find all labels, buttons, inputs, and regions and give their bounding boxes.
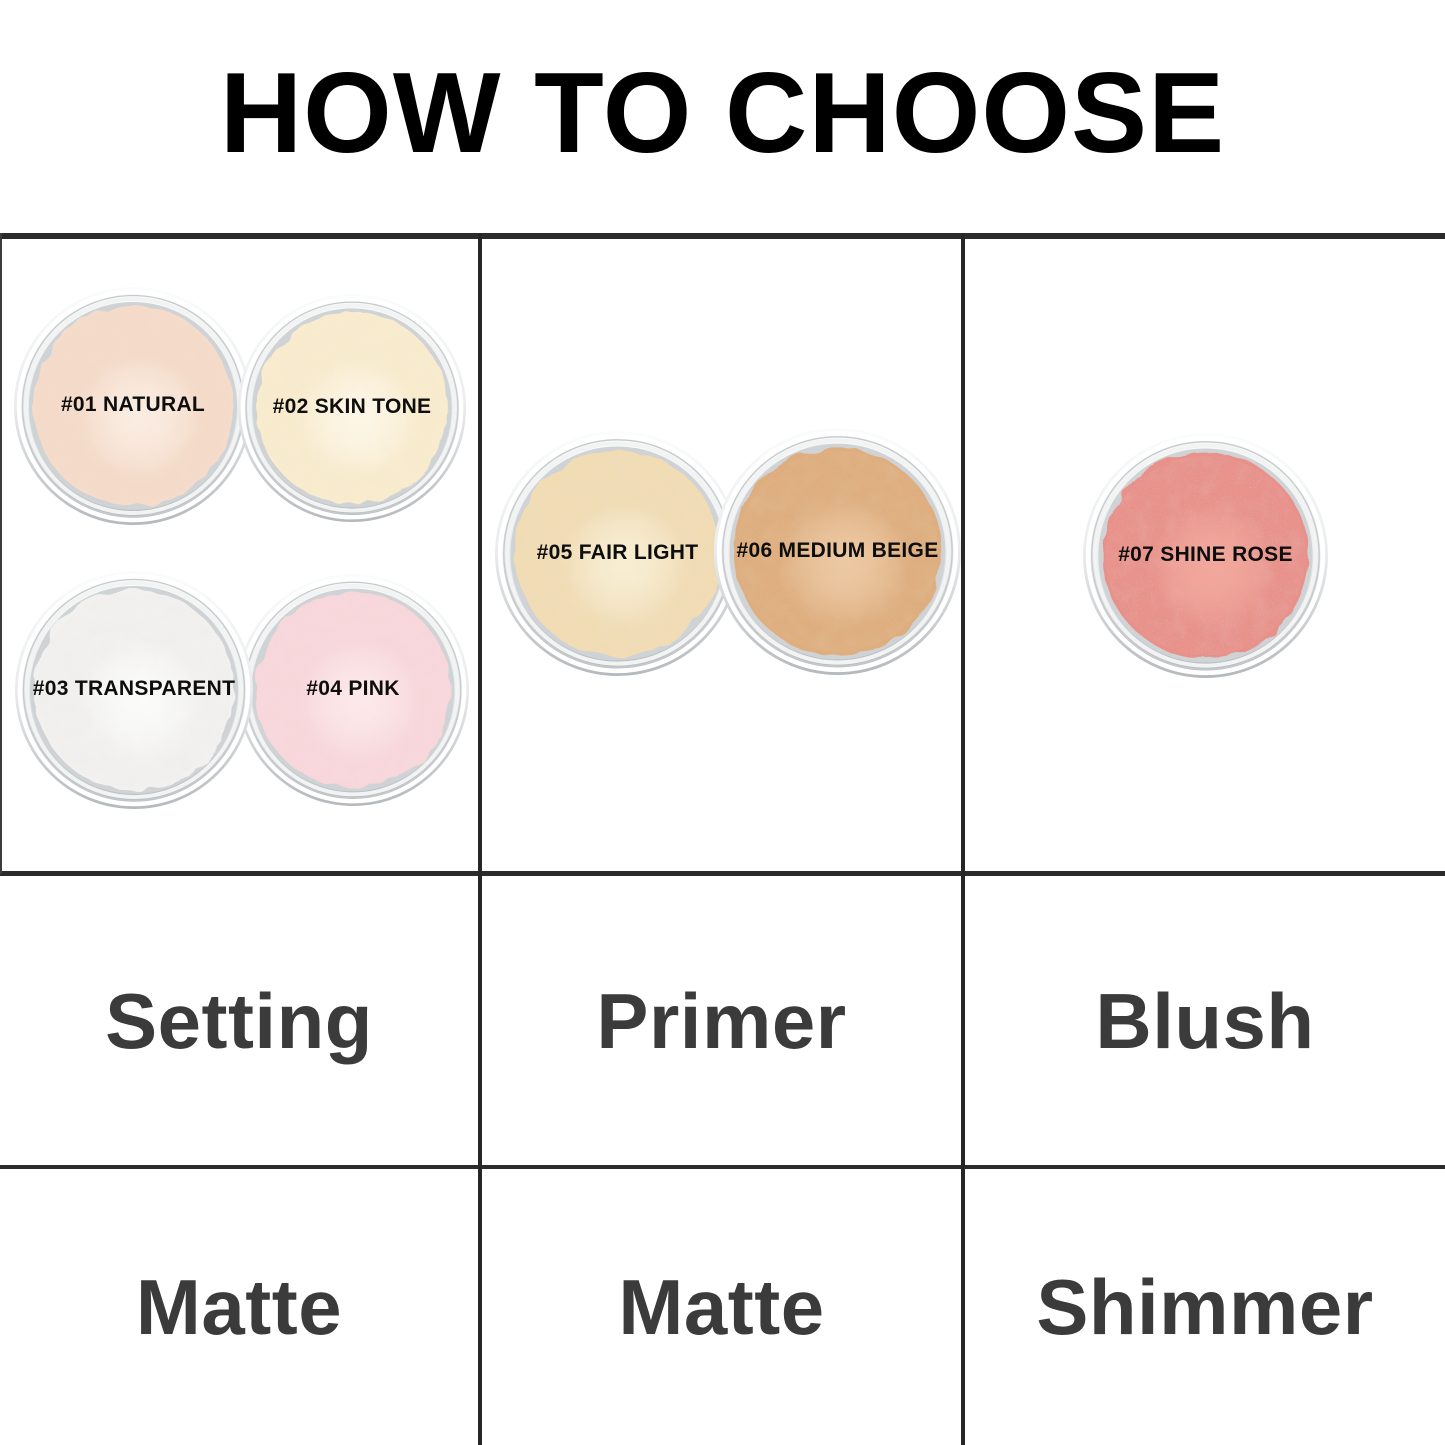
grid-line-horizontal-top	[0, 233, 1445, 239]
powder-jar-05-fair-light: #05 FAIR LIGHT	[494, 430, 741, 677]
shade-label-01: #01 NATURAL	[60, 393, 206, 416]
powder-jar-06-medium-beige: #06 MEDIUM BEIGE	[713, 427, 962, 676]
powder-jar-01-natural: #01 NATURAL	[13, 286, 253, 526]
shade-label-04: #04 PINK	[306, 677, 400, 700]
cell-use-blush: Blush	[1095, 976, 1315, 1065]
grid-line-vertical-1	[478, 233, 482, 1445]
shade-label-05: #05 FAIR LIGHT	[536, 540, 699, 564]
powder-jar-02-skin-tone: #02 SKIN TONE	[237, 293, 467, 523]
cell-finish-matte-2: Matte	[618, 1262, 825, 1351]
cell-use-setting: Setting	[105, 976, 373, 1065]
shade-label-07: #07 SHINE ROSE	[1118, 542, 1293, 566]
grid-line-left-edge	[0, 233, 2, 874]
grid-line-horizontal-bottom	[0, 1165, 1445, 1169]
powder-jar-07-shine-rose: #07 SHINE ROSE	[1082, 432, 1329, 679]
page-title: HOW TO CHOOSE	[219, 50, 1226, 177]
shade-label-02: #02 SKIN TONE	[272, 395, 432, 418]
cell-finish-matte-1: Matte	[135, 1262, 343, 1351]
powder-jar-03-transparent: #03 TRANSPARENT	[14, 570, 254, 810]
grid-line-horizontal-middle	[0, 871, 1445, 876]
grid-line-vertical-2	[961, 233, 965, 1445]
shade-label-06: #06 MEDIUM BEIGE	[736, 538, 939, 562]
cell-use-primer: Primer	[596, 976, 847, 1065]
shade-label-03: #03 TRANSPARENT	[32, 677, 236, 700]
cell-finish-shimmer: Shimmer	[1036, 1262, 1374, 1351]
powder-jar-04-pink: #04 PINK	[236, 573, 470, 807]
